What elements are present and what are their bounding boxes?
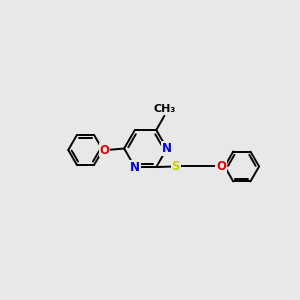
Text: N: N — [162, 142, 172, 155]
Text: O: O — [216, 160, 226, 173]
Text: N: N — [130, 160, 140, 173]
Text: CH₃: CH₃ — [153, 104, 176, 114]
Text: O: O — [100, 143, 110, 157]
Text: S: S — [172, 160, 180, 173]
